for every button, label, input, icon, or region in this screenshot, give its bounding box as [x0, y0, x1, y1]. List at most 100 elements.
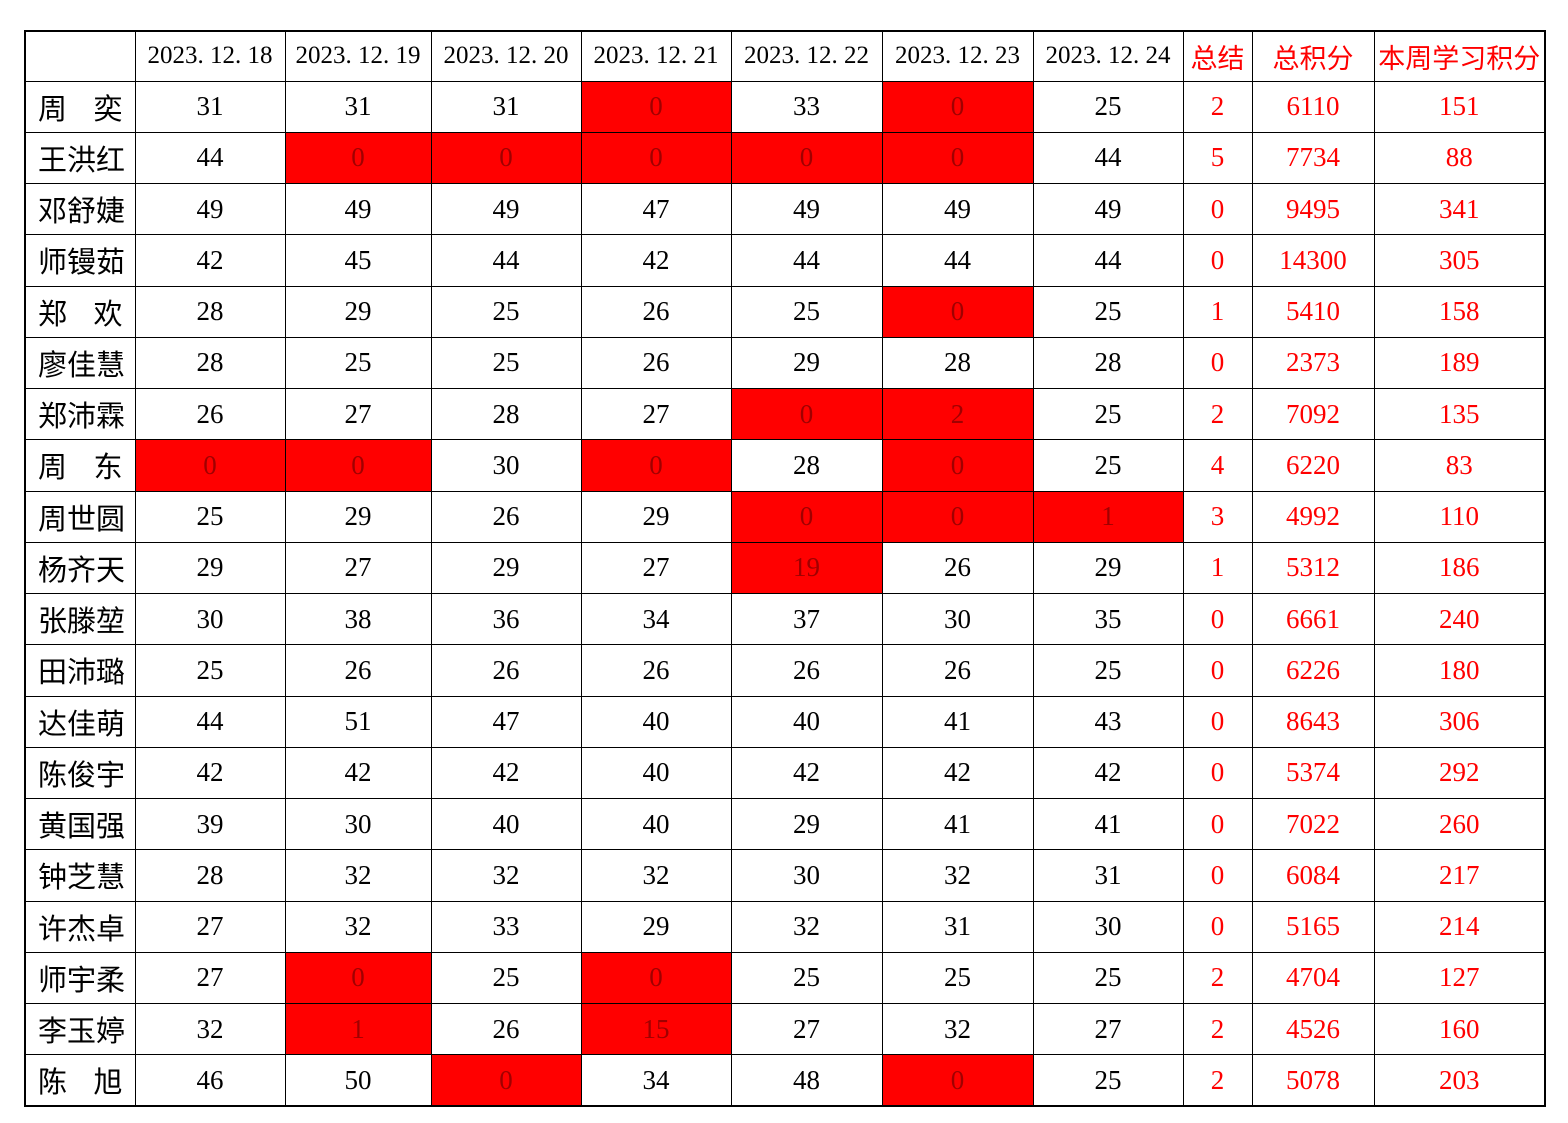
table-row: 陈俊宇 42 42 42 40 42 42 42 0 5374 292: [24, 746, 1546, 800]
highlighted-score-cell: 0: [284, 951, 432, 1005]
score-cell: 40: [430, 797, 582, 851]
corner-cell: [24, 30, 136, 82]
score-cell: 42: [134, 234, 286, 287]
score-cell: 29: [730, 336, 883, 390]
score-cell: 28: [730, 439, 883, 492]
score-cell: 27: [134, 900, 286, 953]
student-name-cell: 达佳萌: [24, 695, 136, 748]
table-row: 张滕堃 30 38 36 34 37 30 35 0 6661 240: [24, 592, 1546, 646]
student-name-cell: 王洪红: [24, 131, 136, 185]
table-row: 周世圆 25 29 26 29 0 0 1 3 4992 110: [24, 490, 1546, 543]
total-points-cell: 7734: [1251, 131, 1375, 185]
score-cell: 48: [730, 1054, 883, 1107]
student-name-cell: 师宇柔: [24, 951, 136, 1005]
score-cell: 26: [580, 336, 732, 390]
highlighted-score-cell: 0: [430, 1054, 582, 1107]
col-header-date: 2023. 12. 19: [284, 30, 432, 82]
score-cell: 33: [430, 900, 582, 953]
score-cell: 25: [881, 951, 1034, 1005]
week-points-cell: 240: [1373, 592, 1546, 646]
highlighted-score-cell: 19: [730, 541, 883, 595]
score-cell: 44: [430, 234, 582, 287]
score-cell: 42: [1032, 746, 1184, 800]
col-header-total-points: 总积分: [1251, 30, 1375, 82]
student-name-cell: 陈旭: [24, 1054, 136, 1107]
total-points-cell: 6220: [1251, 439, 1375, 492]
score-cell: 25: [430, 285, 582, 338]
score-cell: 25: [730, 285, 883, 338]
score-cell: 25: [430, 336, 582, 390]
table-row: 李玉婷 32 1 26 15 27 32 27 2 4526 160: [24, 1002, 1546, 1056]
week-points-cell: 127: [1373, 951, 1546, 1005]
summary-cell: 0: [1182, 592, 1253, 646]
table-row: 郑沛霖 26 27 28 27 0 2 25 2 7092 135: [24, 387, 1546, 441]
summary-cell: 5: [1182, 131, 1253, 185]
summary-cell: 2: [1182, 387, 1253, 441]
total-points-cell: 14300: [1251, 234, 1375, 287]
score-cell: 32: [881, 849, 1034, 902]
score-cell: 44: [1032, 234, 1184, 287]
highlighted-score-cell: 0: [284, 439, 432, 492]
student-name-cell: 郑欢: [24, 285, 136, 338]
score-cell: 32: [134, 1002, 286, 1056]
score-cell: 26: [580, 644, 732, 697]
summary-cell: 0: [1182, 746, 1253, 800]
score-cell: 26: [430, 1002, 582, 1056]
highlighted-score-cell: 0: [580, 131, 732, 185]
table-row: 师镘茹 42 45 44 42 44 44 44 0 14300 305: [24, 234, 1546, 287]
score-cell: 36: [430, 592, 582, 646]
score-cell: 41: [881, 695, 1034, 748]
score-cell: 46: [134, 1054, 286, 1107]
score-cell: 51: [284, 695, 432, 748]
student-name-cell: 陈俊宇: [24, 746, 136, 800]
score-cell: 44: [1032, 131, 1184, 185]
score-cell: 49: [284, 182, 432, 236]
summary-cell: 0: [1182, 336, 1253, 390]
highlighted-score-cell: 0: [881, 439, 1034, 492]
table-row: 杨齐天 29 27 29 27 19 26 29 1 5312 186: [24, 541, 1546, 595]
total-points-cell: 4526: [1251, 1002, 1375, 1056]
score-cell: 32: [580, 849, 732, 902]
score-cell: 29: [284, 285, 432, 338]
student-name-cell: 黄国强: [24, 797, 136, 851]
highlighted-score-cell: 0: [134, 439, 286, 492]
score-cell: 35: [1032, 592, 1184, 646]
col-header-date: 2023. 12. 22: [730, 30, 883, 82]
score-cell: 40: [580, 695, 732, 748]
score-cell: 27: [284, 387, 432, 441]
summary-cell: 0: [1182, 797, 1253, 851]
week-points-cell: 217: [1373, 849, 1546, 902]
highlighted-score-cell: 0: [881, 80, 1034, 133]
col-header-date: 2023. 12. 24: [1032, 30, 1184, 82]
total-points-cell: 7022: [1251, 797, 1375, 851]
week-points-cell: 186: [1373, 541, 1546, 595]
summary-cell: 0: [1182, 234, 1253, 287]
score-cell: 44: [134, 695, 286, 748]
highlighted-score-cell: 0: [730, 387, 883, 441]
score-cell: 50: [284, 1054, 432, 1107]
score-cell: 28: [134, 336, 286, 390]
week-points-cell: 305: [1373, 234, 1546, 287]
week-points-cell: 160: [1373, 1002, 1546, 1056]
highlighted-score-cell: 0: [580, 951, 732, 1005]
col-header-date: 2023. 12. 20: [430, 30, 582, 82]
student-name-cell: 杨齐天: [24, 541, 136, 595]
summary-cell: 0: [1182, 849, 1253, 902]
score-cell: 31: [881, 900, 1034, 953]
score-cell: 25: [1032, 285, 1184, 338]
score-cell: 27: [134, 951, 286, 1005]
score-cell: 31: [284, 80, 432, 133]
score-cell: 25: [1032, 951, 1184, 1005]
table-row: 达佳萌 44 51 47 40 40 41 43 0 8643 306: [24, 695, 1546, 748]
table-row: 钟芝慧 28 32 32 32 30 32 31 0 6084 217: [24, 849, 1546, 902]
highlighted-score-cell: 1: [1032, 490, 1184, 543]
total-points-cell: 8643: [1251, 695, 1375, 748]
student-name-cell: 周奕: [24, 80, 136, 133]
score-cell: 28: [134, 285, 286, 338]
score-cell: 25: [134, 490, 286, 543]
week-points-cell: 306: [1373, 695, 1546, 748]
highlighted-score-cell: 15: [580, 1002, 732, 1056]
week-points-cell: 135: [1373, 387, 1546, 441]
col-header-date: 2023. 12. 23: [881, 30, 1034, 82]
summary-cell: 3: [1182, 490, 1253, 543]
